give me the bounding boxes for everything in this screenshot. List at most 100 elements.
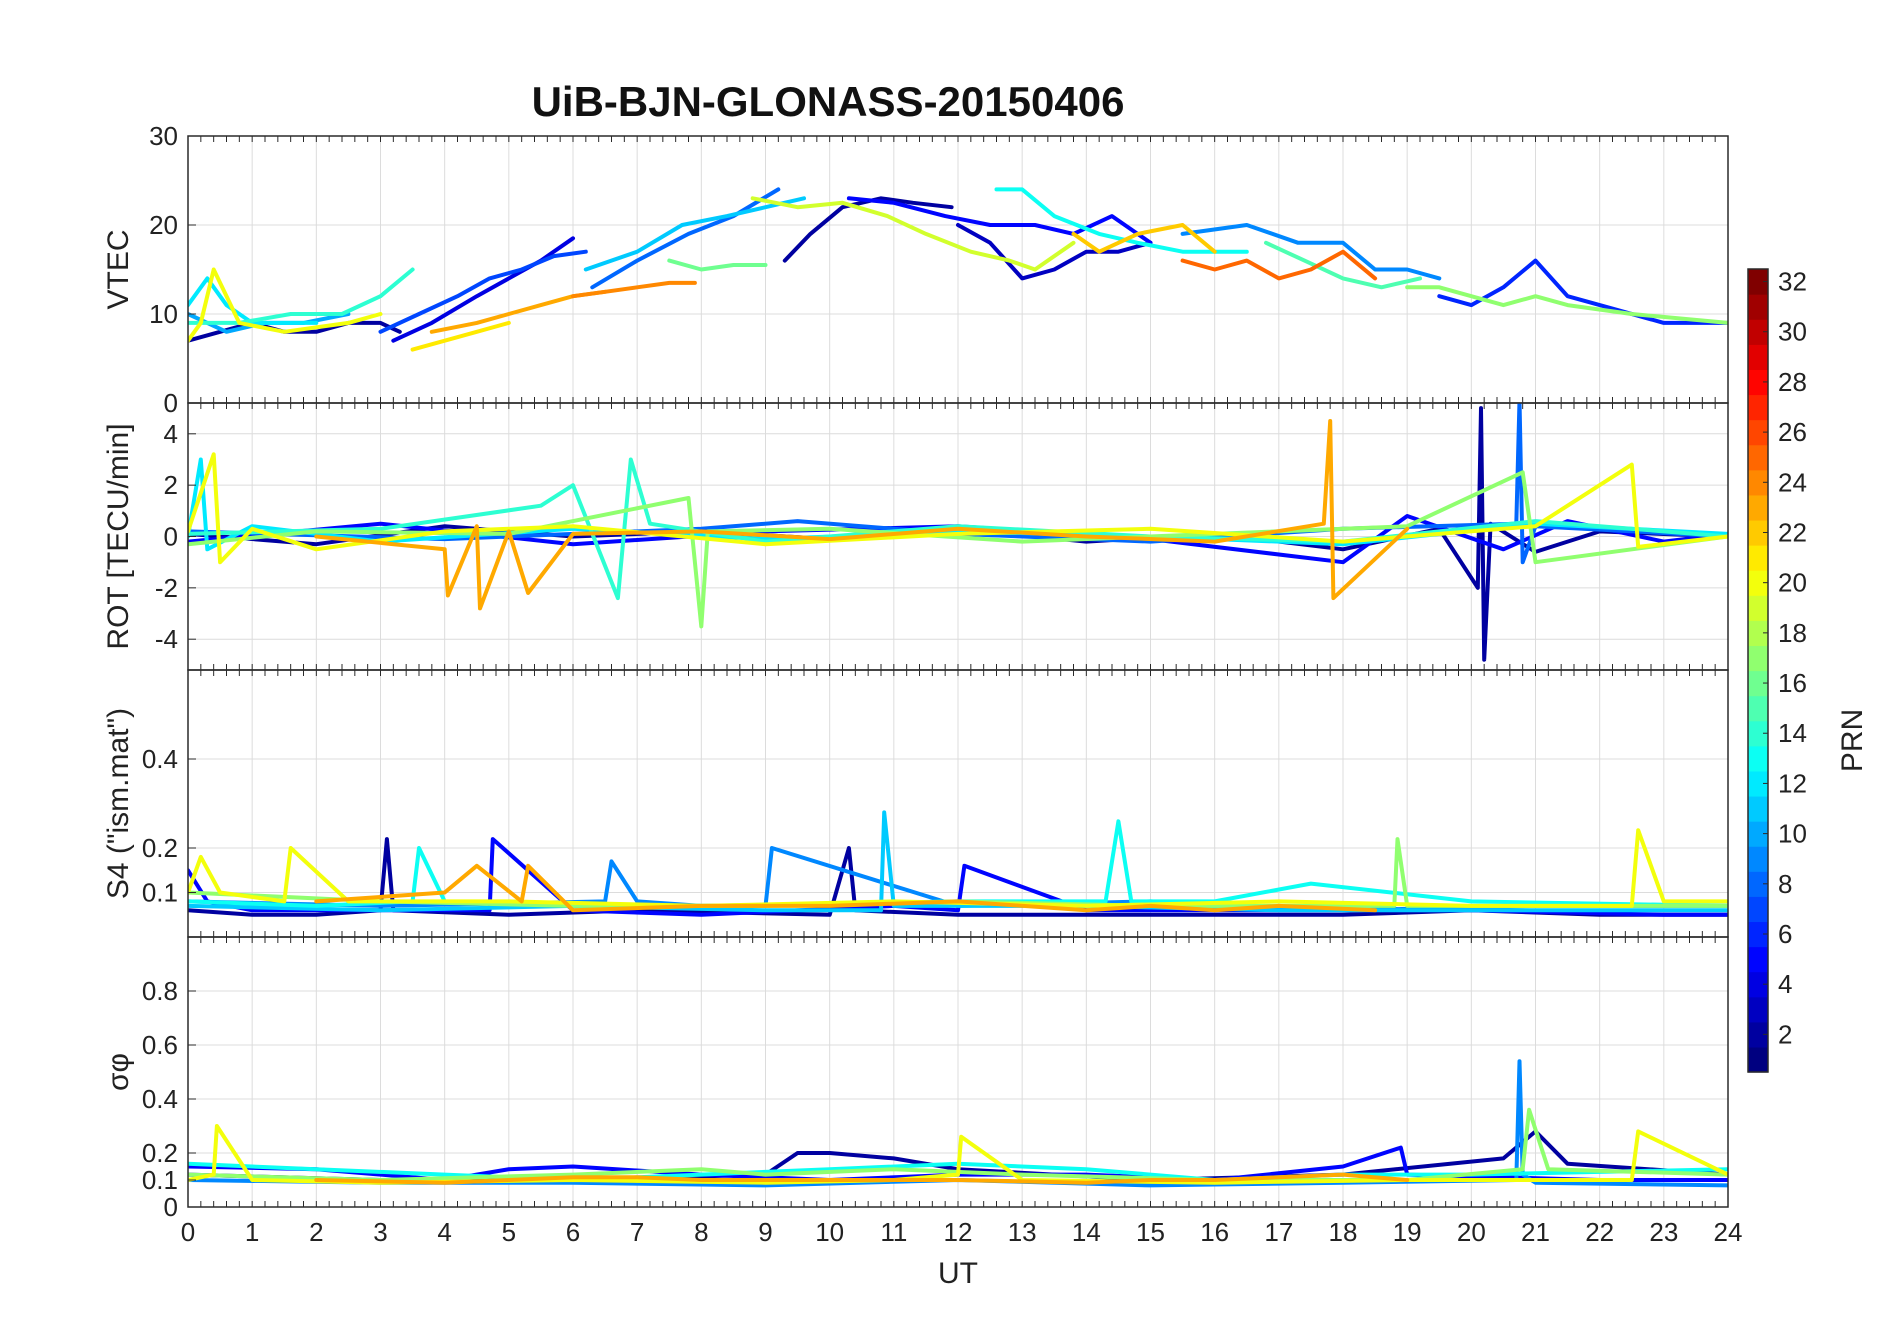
colorbar-tick-label: 20 — [1778, 568, 1807, 598]
x-tick-label: 1 — [245, 1217, 259, 1247]
series-line-prn-20 — [188, 452, 1728, 565]
series-group — [188, 810, 1728, 917]
y-tick-label: 0.2 — [142, 1138, 178, 1168]
x-tick-label: 6 — [566, 1217, 580, 1247]
colorbar-tick-label: 4 — [1778, 969, 1792, 999]
y-axis-label: ROT [TECU/min] — [102, 423, 135, 649]
series-line-prn-8 — [590, 187, 781, 290]
colorbar-segment — [1748, 846, 1768, 872]
x-tick-label: 3 — [373, 1217, 387, 1247]
colorbar-segment — [1748, 695, 1768, 722]
series-line-prn-11 — [583, 196, 806, 272]
x-tick-label: 16 — [1200, 1217, 1229, 1247]
y-tick-label: 20 — [149, 210, 178, 240]
y-tick-label: -2 — [155, 573, 178, 603]
y-axis-label: S4 ("ism.mat") — [102, 708, 135, 899]
colorbar-segment — [1748, 369, 1768, 396]
chart-title: UiB-BJN-GLONASS-20150406 — [532, 78, 1125, 125]
series-line-prn-23 — [314, 863, 1378, 913]
y-tick-label: 0.8 — [142, 976, 178, 1006]
x-tick-label: 22 — [1585, 1217, 1614, 1247]
x-tick-label: 8 — [694, 1217, 708, 1247]
colorbar-tick-label: 18 — [1778, 618, 1807, 648]
colorbar-segment — [1748, 1046, 1768, 1073]
colorbar-segment — [1748, 519, 1768, 546]
series-line-prn-17 — [188, 1107, 1728, 1182]
y-tick-label: 0 — [164, 388, 178, 418]
colorbar-segment — [1748, 1021, 1768, 1048]
y-tick-label: 30 — [149, 121, 178, 151]
colorbar-segment — [1748, 645, 1768, 672]
colorbar-tick-label: 12 — [1778, 768, 1807, 798]
panel-1: 0 10 20 30 VTEC — [102, 121, 1729, 418]
series-line-prn-20 — [188, 1124, 1728, 1185]
x-tick-label: 2 — [309, 1217, 323, 1247]
series-line-prn-7 — [378, 249, 588, 334]
series-line-prn-3 — [956, 223, 1153, 281]
y-tick-label: 2 — [164, 470, 178, 500]
colorbar-segment — [1748, 770, 1768, 797]
colorbar-segment — [1748, 545, 1768, 571]
colorbar-segment — [1748, 821, 1768, 847]
x-tick-label: 20 — [1457, 1217, 1486, 1247]
series-line-prn-13 — [994, 187, 1249, 254]
panel-3: 0.1 0.2 0.4S4 ("ism.mat") — [102, 669, 1729, 938]
x-tick-label: 17 — [1264, 1217, 1293, 1247]
colorbar-segment — [1748, 344, 1768, 370]
y-tick-label: -4 — [155, 624, 178, 654]
y-tick-label: 4 — [164, 419, 178, 449]
colorbar-segment — [1748, 720, 1768, 747]
y-tick-label: 0.2 — [142, 833, 178, 863]
series-line-prn-23 — [314, 419, 1410, 611]
colorbar-segment — [1748, 595, 1768, 621]
series-group — [188, 187, 1728, 352]
x-tick-label: 15 — [1136, 1217, 1165, 1247]
x-tick-label: 14 — [1072, 1217, 1101, 1247]
series-line-prn-20 — [188, 267, 383, 343]
series-line-prn-20 — [188, 828, 1728, 908]
colorbar-tick-label: 22 — [1778, 517, 1807, 547]
colorbar-tick-label: 24 — [1778, 467, 1807, 497]
x-tick-label: 19 — [1393, 1217, 1422, 1247]
x-axis-label: UT — [938, 1257, 978, 1290]
y-tick-label: 0.1 — [142, 1165, 178, 1195]
series-group — [188, 1059, 1728, 1188]
x-tick-label: 7 — [630, 1217, 644, 1247]
colorbar-tick-label: 16 — [1778, 668, 1807, 698]
y-tick-label: 10 — [149, 299, 178, 329]
series-line-prn-25 — [1180, 249, 1378, 281]
colorbar-segment — [1748, 269, 1768, 295]
x-tick-label: 9 — [758, 1217, 772, 1247]
y-tick-label: 0.4 — [142, 1084, 178, 1114]
colorbar-segment — [1748, 745, 1768, 772]
series-line-prn-5 — [846, 196, 1153, 245]
colorbar-segment — [1748, 570, 1768, 596]
y-tick-label: 0.4 — [142, 744, 178, 774]
series-line-prn-16 — [667, 258, 768, 272]
y-axis-label: σφ — [102, 1053, 135, 1091]
x-tick-label: 12 — [944, 1217, 973, 1247]
colorbar-segment — [1748, 494, 1768, 521]
series-line-prn-2 — [782, 196, 954, 263]
series-line-prn-17 — [1405, 285, 1728, 325]
colorbar-segment — [1748, 921, 1768, 948]
series-line-prn-12 — [188, 276, 319, 325]
series-line-prn-21 — [410, 320, 511, 352]
colorbar-segment — [1748, 419, 1768, 446]
colorbar-tick-label: 14 — [1778, 718, 1807, 748]
colorbar-tick-label: 26 — [1778, 417, 1807, 447]
colorbar-tick-label: 28 — [1778, 367, 1807, 397]
colorbar-segment — [1748, 871, 1768, 897]
x-tick-label: 23 — [1649, 1217, 1678, 1247]
series-line-prn-9 — [1180, 223, 1442, 281]
colorbar-segment — [1748, 294, 1768, 320]
colorbar-segment — [1748, 620, 1768, 647]
colorbar-segment — [1748, 469, 1768, 496]
x-tick-label: 4 — [437, 1217, 451, 1247]
colorbar-label: PRN — [1836, 709, 1869, 772]
series-group — [188, 403, 1728, 662]
series-line-prn-19 — [750, 196, 1076, 272]
